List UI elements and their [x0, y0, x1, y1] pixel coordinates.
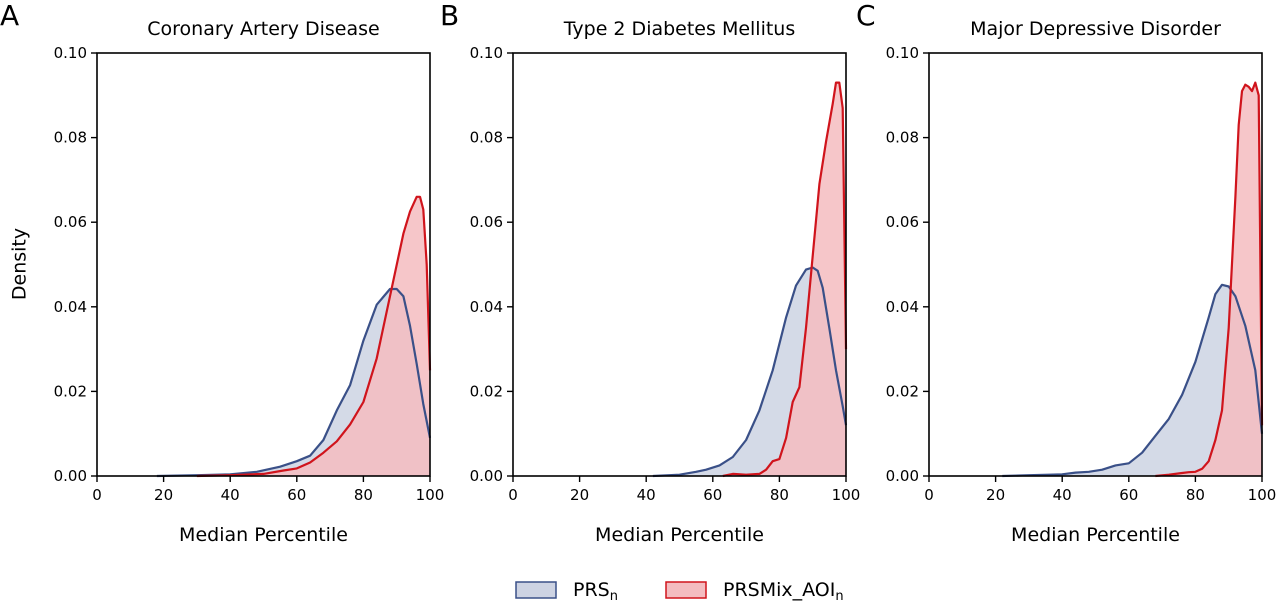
x-tick-label: 80 — [354, 486, 373, 504]
x-tick-label: 0 — [92, 486, 102, 504]
x-tick-label: 100 — [1248, 486, 1277, 504]
y-tick-label: 0.10 — [470, 44, 503, 62]
y-tick-label: 0.02 — [886, 382, 919, 400]
y-tick-label: 0.02 — [54, 382, 87, 400]
x-tick-label: 80 — [1186, 486, 1205, 504]
y-tick-label: 0.08 — [470, 129, 503, 147]
panel-title: Coronary Artery Disease — [147, 18, 379, 40]
panel-a: 0 20 40 60 80 100 0.00 0.02 0.04 0.06 0.08 0.10 Coro… — [0, 0, 444, 546]
legend-swatch — [515, 581, 557, 599]
y-tick-label: 0.06 — [470, 213, 503, 231]
x-tick-label: 0 — [508, 486, 518, 504]
plot-frame — [96, 52, 431, 477]
x-tick-label: 40 — [221, 486, 240, 504]
panel-b: 0 20 40 60 80 100 0.00 0.02 0.04 0.06 0.08 0.10 Type… — [440, 0, 860, 546]
y-tick-label: 0.00 — [886, 467, 919, 485]
legend-item-2: PRSMix_AOIn — [665, 579, 844, 603]
x-tick-label: 60 — [1119, 486, 1138, 504]
series-area-2 — [722, 82, 846, 476]
y-tick-label: 0.08 — [54, 129, 87, 147]
x-axis-title: Median Percentile — [179, 524, 348, 546]
panel-letter: B — [440, 0, 459, 32]
x-tick-label: 100 — [832, 486, 861, 504]
y-tick-label: 0.04 — [54, 298, 87, 316]
y-axis-title: Density — [9, 228, 31, 300]
y-tick-label: 0.10 — [886, 44, 919, 62]
y-tick-label: 0.06 — [54, 213, 87, 231]
panel-title: Major Depressive Disorder — [970, 18, 1221, 40]
series-area-1 — [1002, 284, 1262, 476]
y-tick-label: 0.02 — [470, 382, 503, 400]
legend: PRSn PRSMix_AOIn — [515, 579, 844, 603]
series-area-2 — [196, 196, 430, 477]
x-axis-title: Median Percentile — [1011, 524, 1180, 546]
x-tick-label: 20 — [570, 486, 589, 504]
y-tick-label: 0.04 — [886, 298, 919, 316]
plot-frame — [928, 52, 1263, 477]
y-tick-label: 0.06 — [886, 213, 919, 231]
series-line-1 — [156, 287, 432, 478]
x-tick-label: 60 — [703, 486, 722, 504]
series-line-1 — [1002, 283, 1264, 478]
x-axis-title: Median Percentile — [595, 524, 764, 546]
x-tick-label: 40 — [637, 486, 656, 504]
series-line-2 — [196, 195, 432, 478]
y-tick-label: 0.04 — [470, 298, 503, 316]
x-tick-label: 0 — [924, 486, 934, 504]
x-tick-label: 20 — [154, 486, 173, 504]
x-tick-label: 20 — [986, 486, 1005, 504]
series-line-1 — [652, 266, 848, 478]
legend-swatch — [665, 581, 707, 599]
y-tick-label: 0.08 — [886, 129, 919, 147]
series-line-2 — [722, 81, 848, 478]
legend-label: PRSMix_AOIn — [723, 579, 844, 603]
x-tick-label: 40 — [1053, 486, 1072, 504]
panel-title: Type 2 Diabetes Mellitus — [563, 18, 796, 40]
series-area-2 — [1155, 82, 1262, 476]
panel-letter: A — [0, 0, 19, 32]
plot-frame — [512, 52, 847, 477]
y-tick-label: 0.10 — [54, 44, 87, 62]
legend-item-1: PRSn — [515, 579, 618, 603]
legend-label: PRSn — [573, 579, 618, 603]
y-tick-label: 0.00 — [54, 467, 87, 485]
x-tick-label: 100 — [416, 486, 445, 504]
x-tick-label: 60 — [287, 486, 306, 504]
y-tick-label: 0.00 — [470, 467, 503, 485]
panel-c: 0 20 40 60 80 100 0.00 0.02 0.04 0.06 0.08 0.10 Majo… — [856, 0, 1276, 546]
panels: 0 20 40 60 80 100 0.00 0.02 0.04 0.06 0.08 0.10 Coro… — [0, 0, 1276, 546]
x-tick-label: 80 — [770, 486, 789, 504]
panel-letter: C — [856, 0, 876, 32]
series-line-2 — [1155, 81, 1264, 478]
